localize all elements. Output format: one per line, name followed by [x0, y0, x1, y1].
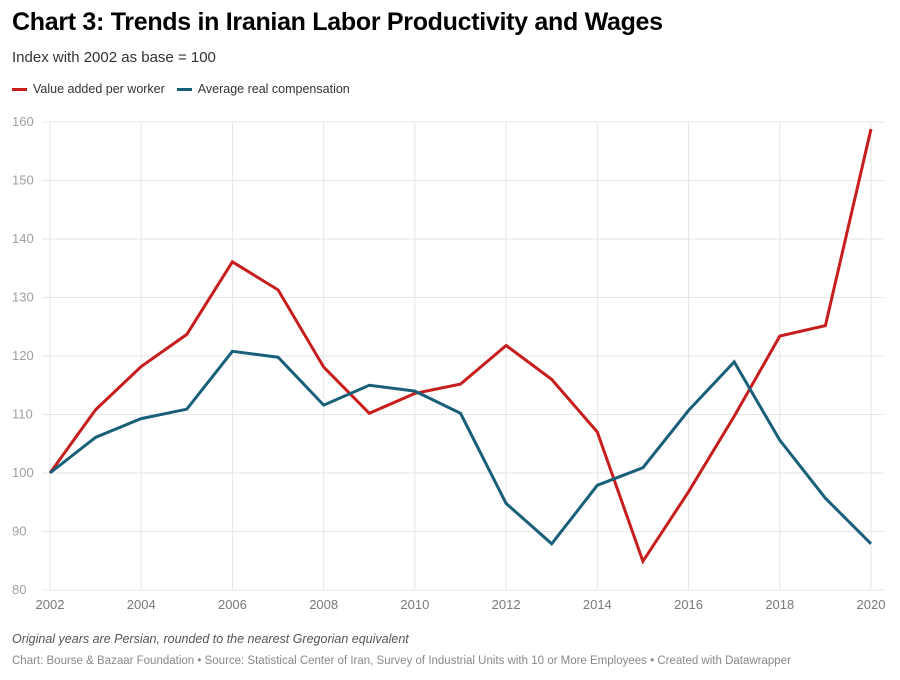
- x-tick-label-2016: 2016: [674, 597, 703, 612]
- x-tick-label-2004: 2004: [127, 597, 156, 612]
- chart-note: Original years are Persian, rounded to t…: [12, 632, 409, 646]
- legend-item-value-added: Value added per worker: [12, 82, 165, 96]
- y-tick-label-90: 90: [12, 524, 26, 539]
- x-tick-label-2010: 2010: [400, 597, 429, 612]
- y-tick-label-150: 150: [12, 173, 34, 188]
- y-tick-label-110: 110: [12, 407, 33, 422]
- x-tick-label-2008: 2008: [309, 597, 338, 612]
- chart-title: Chart 3: Trends in Iranian Labor Product…: [12, 8, 663, 36]
- x-tick-label-2020: 2020: [857, 597, 886, 612]
- x-tick-label-2014: 2014: [583, 597, 612, 612]
- y-tick-label-140: 140: [12, 231, 34, 246]
- y-tick-label-80: 80: [12, 582, 26, 597]
- legend-swatch-compensation: [176, 87, 192, 91]
- chart-subtitle: Index with 2002 as base = 100: [12, 49, 216, 66]
- y-tick-label-120: 120: [12, 348, 34, 363]
- legend-label-compensation: Average real compensation: [197, 82, 350, 96]
- y-tick-label-100: 100: [12, 465, 34, 480]
- legend: Value added per worker Average real comp…: [12, 82, 350, 96]
- x-tick-label-2006: 2006: [218, 597, 247, 612]
- legend-label-value-added: Value added per worker: [33, 82, 165, 96]
- y-tick-label-130: 130: [12, 290, 34, 305]
- series-line-value-added-per-worker: [48, 128, 873, 565]
- x-axis-ticks: 2002 2004 2006 2008 2010 2012 2014 2016 2018 2020: [36, 597, 886, 612]
- y-tick-label-160: 160: [12, 114, 34, 129]
- legend-swatch-value-added: [12, 87, 27, 91]
- gridlines: [42, 121, 884, 591]
- x-tick-label-2018: 2018: [765, 597, 794, 612]
- series-line-average-real-compensation: [49, 349, 873, 546]
- series-lines: [48, 128, 873, 565]
- chart-footer: Chart: Bourse & Bazaar Foundation • Sour…: [12, 655, 791, 667]
- x-tick-label-2002: 2002: [36, 597, 65, 612]
- legend-item-compensation: Average real compensation: [176, 82, 350, 96]
- y-axis-ticks: 80 90 100 110 120 130 140 150 160: [12, 114, 34, 597]
- x-tick-label-2012: 2012: [492, 597, 521, 612]
